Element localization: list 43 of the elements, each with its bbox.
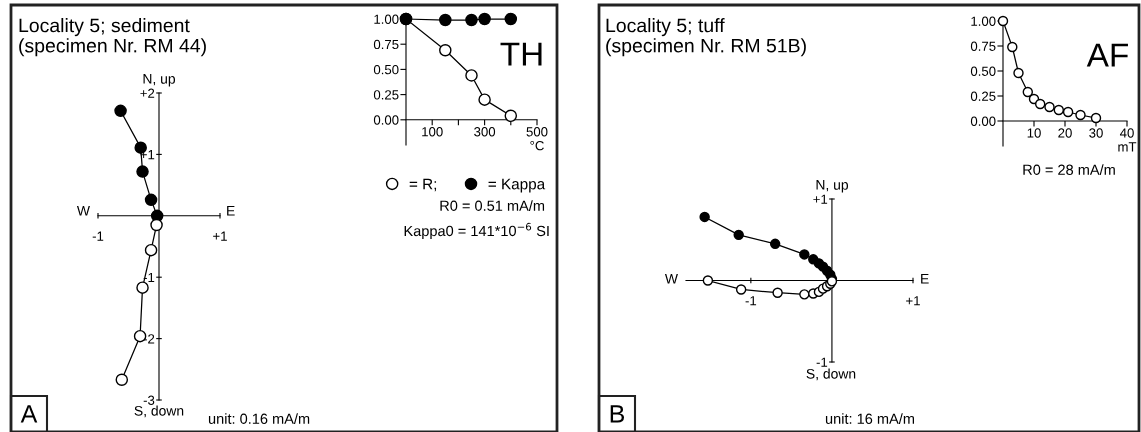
y-tick-label: 0.75: [970, 41, 996, 51]
text: B: [610, 405, 625, 423]
y-tick-label: 0.75: [373, 39, 399, 50]
x-tick-label: 300: [474, 127, 496, 137]
legend-label: = Kappa: [488, 178, 546, 193]
x-tick-label: 500: [526, 127, 548, 137]
text: S, down: [134, 405, 184, 418]
y-tick-label: 0.25: [373, 90, 399, 100]
y-tick-label: 1.00: [374, 14, 399, 24]
x-axis-title: mT: [1118, 142, 1137, 152]
text: R0 = 0.51 mA/m: [440, 200, 545, 211]
legend-label: = R;: [409, 178, 437, 192]
text: S, down: [806, 368, 856, 381]
text: unit: 16 mA/m: [825, 413, 914, 424]
y-tick-label: +2: [140, 88, 155, 98]
text: N, up: [816, 180, 849, 193]
text: E: [227, 206, 235, 216]
x-tick-label: 100: [422, 127, 443, 137]
chart-title: Locality 5; tuff (specimen Nr. RM 51B): [606, 18, 806, 57]
y-tick-label: 0.50: [970, 66, 996, 76]
x-tick-label: 20: [1058, 128, 1072, 138]
text: R0 = 28 mA/m: [1023, 164, 1115, 175]
text: N, up: [143, 74, 176, 87]
x-axis-title: °C: [530, 140, 544, 151]
x-tick-label: 10: [1027, 128, 1041, 138]
x-tick-label: 30: [1089, 128, 1103, 138]
text: unit: 0.16 mA/m: [208, 413, 310, 424]
y-tick-label: 0.00: [970, 116, 996, 126]
chart-title: Locality 5; sediment (specimen Nr. RM 44): [19, 18, 206, 57]
text: Kappa0 = 141*10$^{−6}$ SI: [404, 222, 549, 240]
annotation: AF: [1086, 43, 1128, 67]
text: A: [20, 405, 38, 423]
y-tick-label: 0.25: [970, 91, 996, 101]
text: W: [76, 206, 90, 216]
y-tick-label: 1.00: [971, 16, 996, 26]
y-tick-label: 0.00: [373, 115, 399, 125]
text: W: [664, 274, 678, 284]
y-tick-label: -3: [143, 395, 155, 405]
y-tick-label: 0.50: [373, 64, 399, 75]
text: E: [921, 274, 929, 284]
annotation: TH: [500, 42, 542, 66]
y-tick-label: -2: [143, 334, 155, 344]
x-tick-label: 40: [1119, 128, 1134, 138]
